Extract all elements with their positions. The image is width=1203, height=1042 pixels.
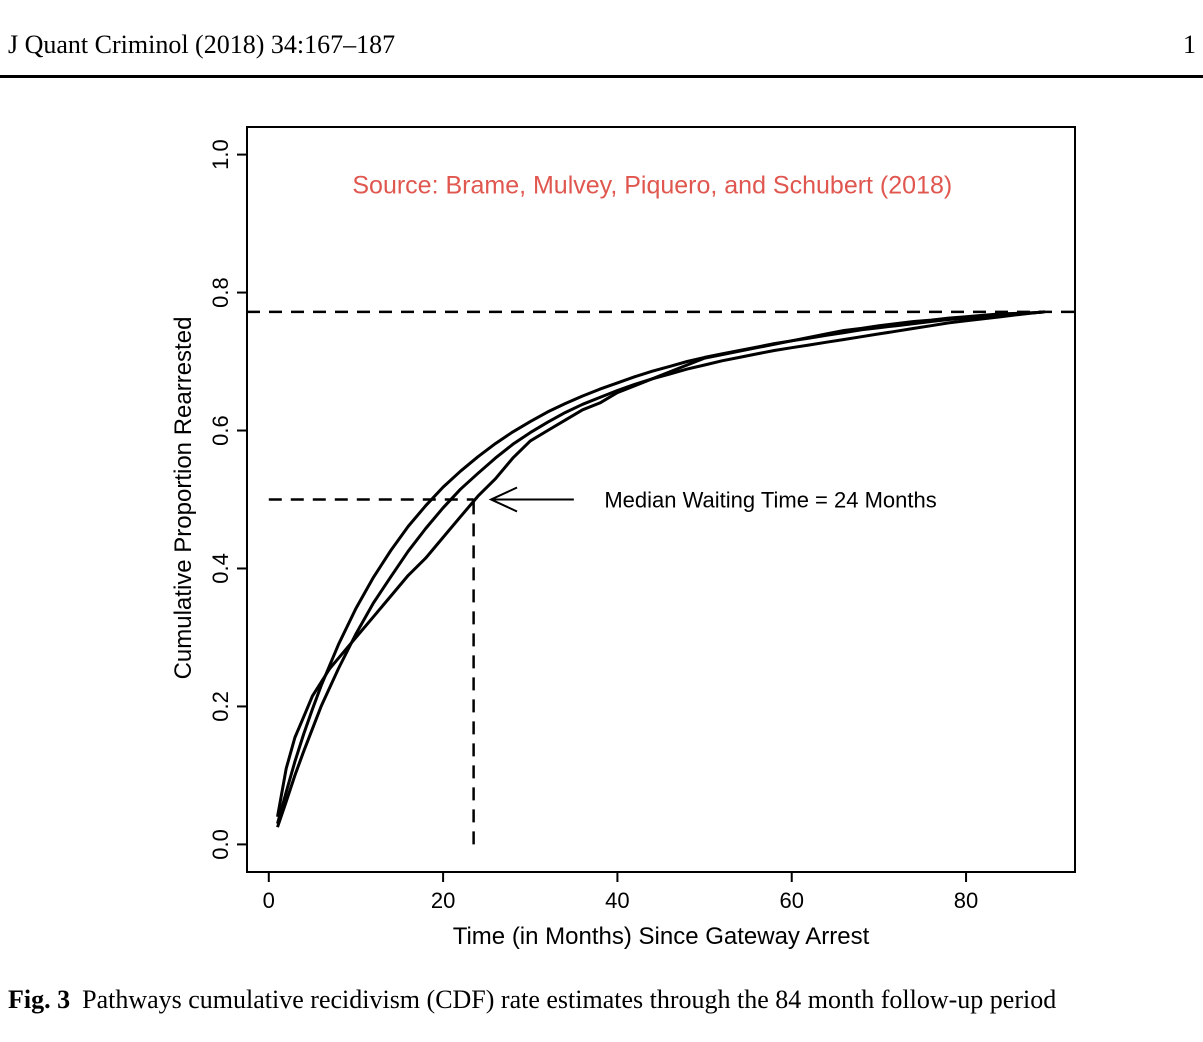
y-tick-label: 0.0 [208,829,233,860]
caption-label: Fig. 3 [8,985,71,1014]
y-axis-label: Cumulative Proportion Rearrested [170,317,197,680]
page-number: 1 [1183,30,1196,59]
x-tick-label: 40 [605,888,629,913]
figure-caption: Fig. 3 Pathways cumulative recidivism (CD… [8,985,1198,1015]
reference-lines [247,310,1075,845]
series-line-2 [276,310,1045,825]
series-line-3 [276,310,1045,828]
x-tick-label: 20 [431,888,455,913]
series-line-1 [276,310,1045,818]
x-tick-label: 80 [954,888,978,913]
x-axis: 0 20 40 60 80 [263,871,978,913]
y-tick-label: 0.8 [208,277,233,308]
y-tick-label: 0.6 [208,415,233,446]
caption-text: Pathways cumulative recidivism (CDF) rat… [82,985,1057,1014]
y-tick-label: 0.4 [208,553,233,584]
x-tick-label: 0 [263,888,275,913]
y-tick-label: 0.2 [208,691,233,722]
arrow-head [488,486,518,513]
y-axis: 0.0 0.2 0.4 0.6 0.8 1.0 [208,139,248,860]
median-arrow [488,486,574,513]
y-tick-label: 1.0 [208,139,233,170]
x-axis-label: Time (in Months) Since Gateway Arrest [453,923,870,950]
source-annotation: Source: Brame, Mulvey, Piquero, and Schu… [352,172,952,200]
running-head: J Quant Criminol (2018) 34:167–187 [8,30,396,59]
annotations: Source: Brame, Mulvey, Piquero, and Schu… [352,172,952,513]
median-annotation: Median Waiting Time = 24 Months [604,488,936,513]
series-group [276,310,1045,828]
x-tick-label: 60 [779,888,803,913]
header-rule [0,75,1203,78]
